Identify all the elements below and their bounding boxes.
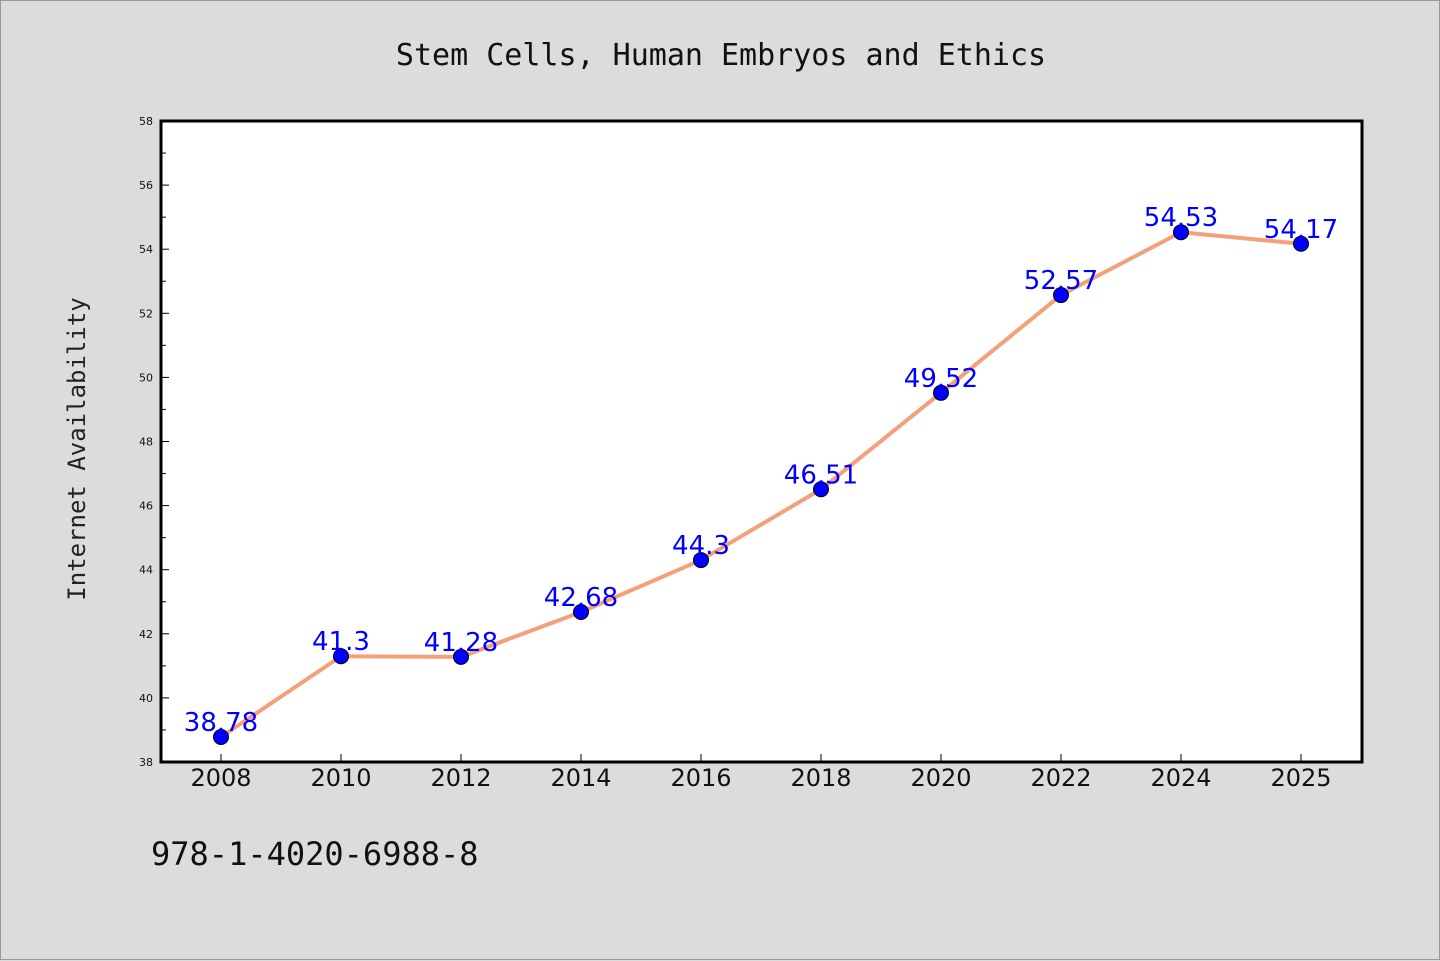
- series-line-group: [213, 224, 1309, 746]
- data-point-marker: [1293, 235, 1309, 252]
- y-tick-label: 48: [139, 436, 153, 449]
- data-label: 54.17: [1264, 215, 1338, 245]
- chart-title: Stem Cells, Human Embryos and Ethics: [396, 38, 1046, 73]
- x-tick-label: 2025: [1270, 764, 1331, 792]
- data-label: 44.3: [672, 531, 730, 561]
- data-label: 54.53: [1144, 203, 1218, 233]
- y-tick-label: 52: [139, 307, 153, 320]
- y-tick-label: 56: [139, 179, 153, 192]
- data-point-marker: [213, 729, 229, 746]
- data-point-marker: [453, 648, 469, 665]
- data-point-marker: [693, 552, 709, 569]
- y-tick-label: 54: [139, 243, 153, 256]
- series-line: [219, 230, 1302, 739]
- y-tick-label: 58: [139, 115, 153, 128]
- x-axis: 2008 2010 2012 2014 2016 2018 2020 2022 2024 2025: [190, 754, 1332, 792]
- y-tick-label: 38: [139, 756, 153, 769]
- data-label: 46.51: [784, 460, 858, 490]
- x-tick-label: 2018: [790, 764, 851, 792]
- y-tick-label: 40: [139, 692, 153, 705]
- data-point-marker: [333, 648, 349, 665]
- data-label: 38.78: [184, 708, 258, 738]
- x-tick-label: 2012: [430, 764, 491, 792]
- data-point-marker: [1053, 287, 1069, 304]
- y-tick-label: 44: [139, 564, 153, 577]
- data-labels-group: 38.78 41.3 41.28 42.68 44.3 46.51 49.52 52.57 54…: [184, 203, 1338, 738]
- x-tick-label: 2008: [190, 764, 251, 792]
- x-tick-label: 2010: [310, 764, 371, 792]
- data-label: 52.57: [1024, 266, 1098, 296]
- data-label: 41.3: [312, 627, 370, 657]
- y-axis-label: Internet Availability: [63, 297, 91, 600]
- data-point-marker: [813, 481, 829, 498]
- data-point-marker: [1173, 224, 1189, 241]
- x-tick-label: 2024: [1150, 764, 1211, 792]
- data-label: 49.52: [904, 364, 978, 394]
- data-point-marker: [573, 604, 589, 621]
- y-tick-label: 42: [139, 628, 153, 641]
- y-tick-label: 50: [139, 371, 153, 384]
- data-label: 42.68: [544, 583, 618, 613]
- y-tick-label: 46: [139, 500, 153, 513]
- data-point-marker: [933, 384, 949, 401]
- x-tick-label: 2022: [1030, 764, 1091, 792]
- isbn-text: 978-1-4020-6988-8: [151, 835, 479, 873]
- x-tick-label: 2014: [550, 764, 611, 792]
- data-label: 41.28: [424, 628, 498, 658]
- y-axis: 38 40 42 44 46 48 50 52 54 56 58: [139, 115, 169, 769]
- x-tick-label: 2020: [910, 764, 971, 792]
- x-tick-label: 2016: [670, 764, 731, 792]
